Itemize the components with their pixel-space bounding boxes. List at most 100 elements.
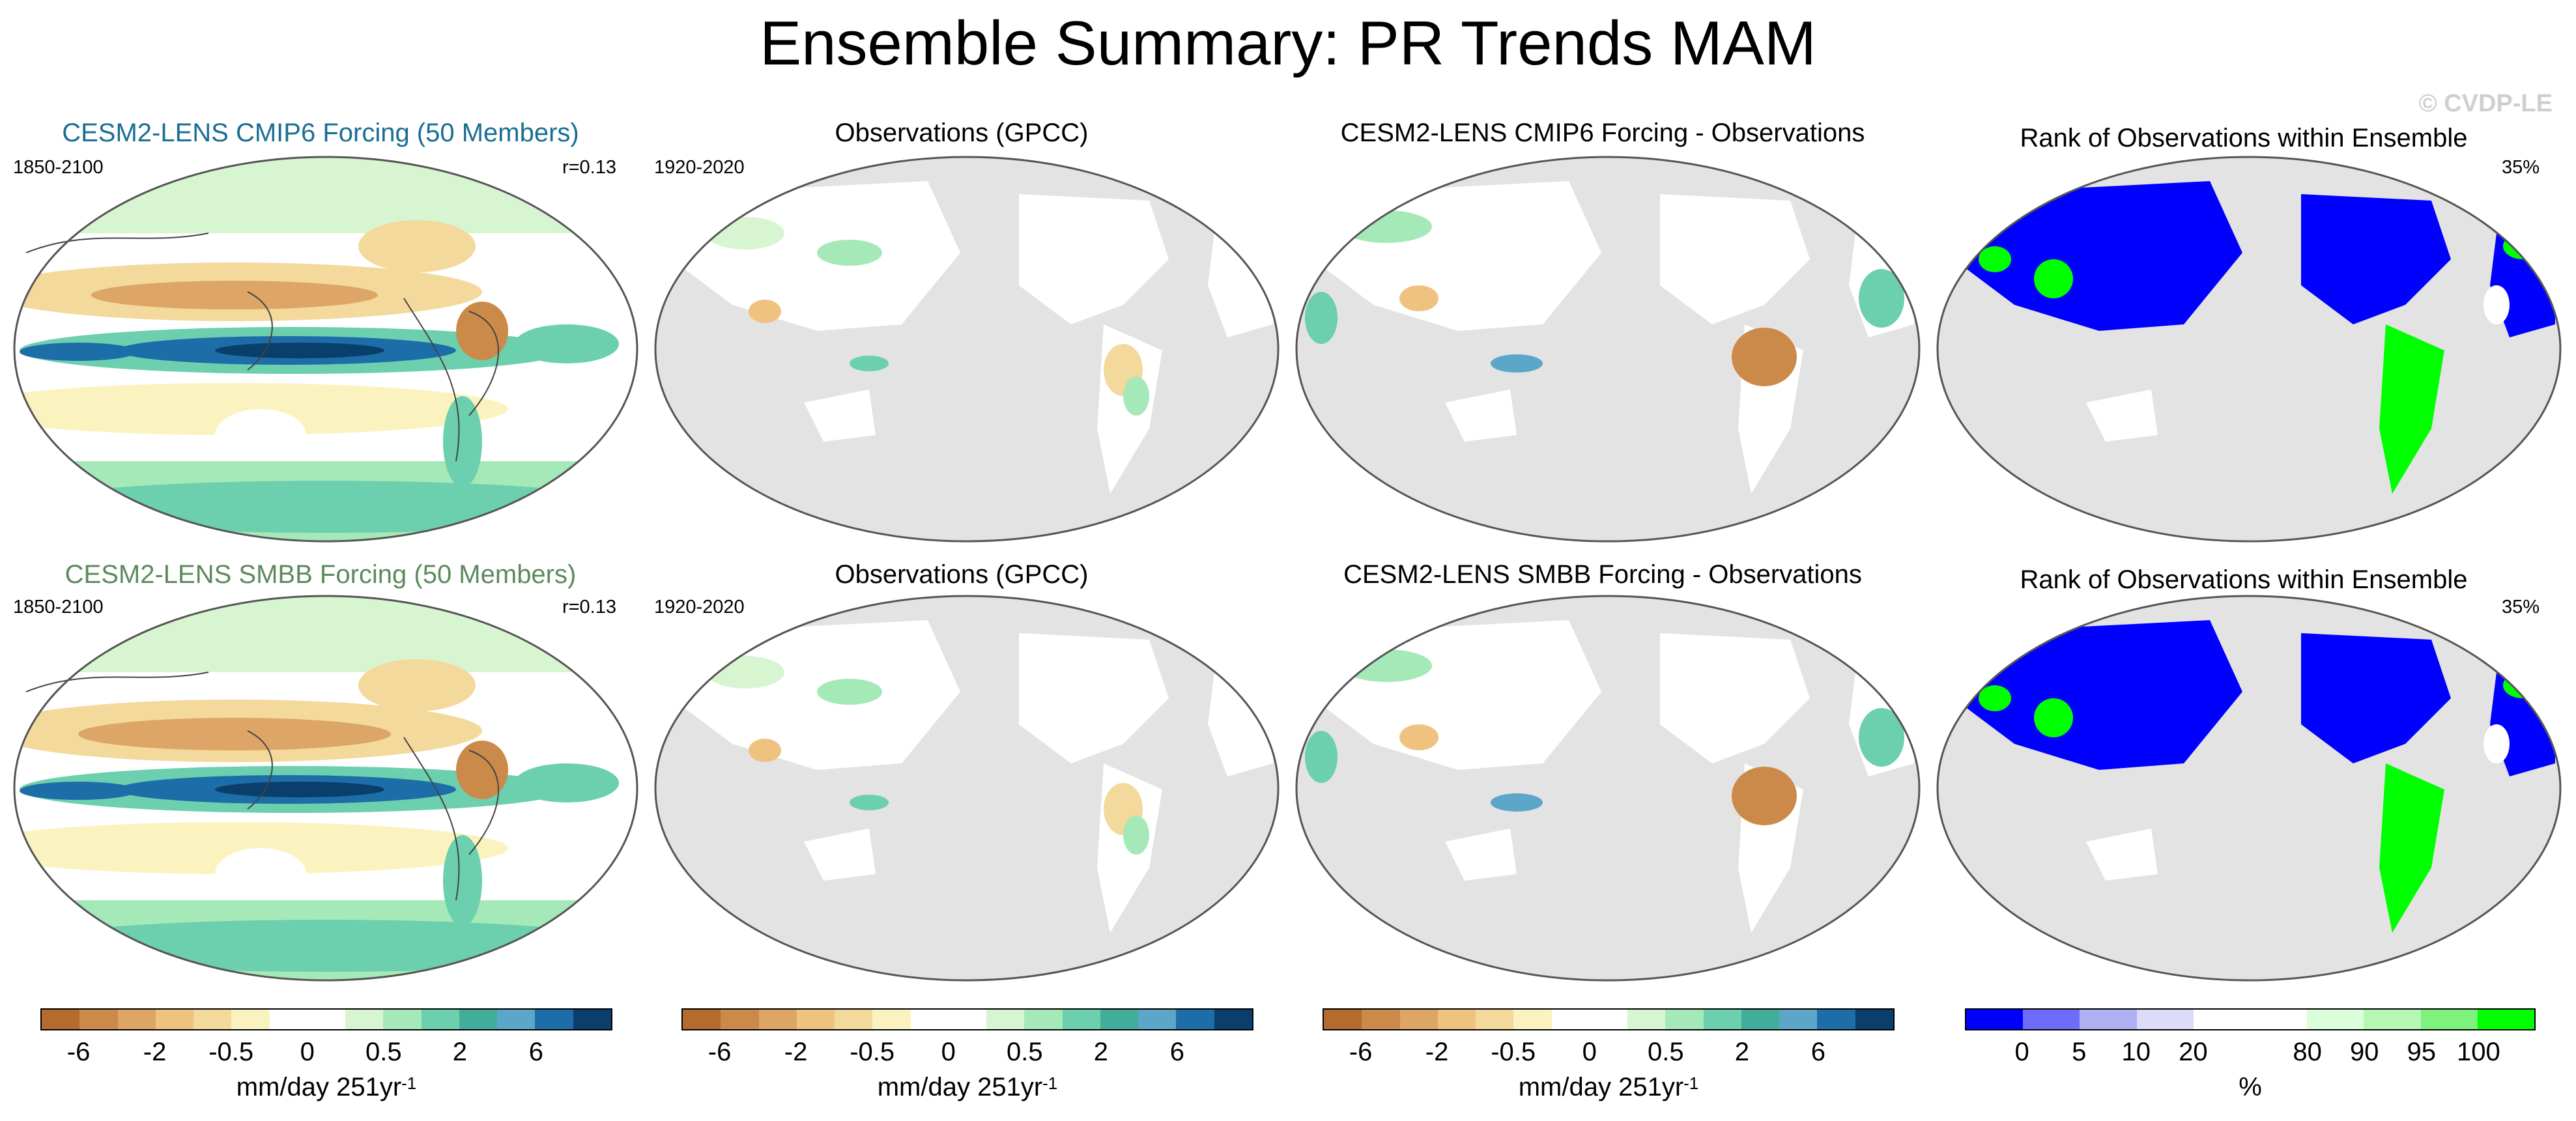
colorbar-swatch bbox=[2307, 1010, 2364, 1029]
colorbar-tick-label: -2 bbox=[784, 1038, 808, 1066]
panel-years: 1920-2020 bbox=[654, 157, 745, 178]
colorbar-tick-label: 0.5 bbox=[1006, 1038, 1043, 1066]
panel-rank-percent: 35% bbox=[2501, 597, 2540, 617]
colorbar-tick-label: 0 bbox=[941, 1038, 956, 1066]
colorbar-swatch bbox=[758, 1010, 797, 1029]
colorbar-swatch bbox=[155, 1010, 194, 1029]
panel-years: 1920-2020 bbox=[654, 597, 745, 617]
colorbar-tick-label: 100 bbox=[2457, 1038, 2500, 1066]
colorbar-swatch bbox=[1214, 1010, 1252, 1029]
colorbar-swatch bbox=[1817, 1010, 1855, 1029]
colorbar-tick-label: 0 bbox=[300, 1038, 315, 1066]
watermark: © CVDP-LE bbox=[2418, 90, 2553, 117]
colorbar-swatch bbox=[193, 1010, 232, 1029]
colorbar-swatch bbox=[1627, 1010, 1666, 1029]
map-rank-panel bbox=[1936, 156, 2562, 543]
colorbar-swatch bbox=[497, 1010, 536, 1029]
panel-title-obs: Observations (GPCC) bbox=[835, 119, 1089, 147]
colorbar-swatch bbox=[872, 1010, 911, 1029]
colorbar-swatch bbox=[307, 1010, 346, 1029]
colorbar-tick-label: 0.5 bbox=[1647, 1038, 1684, 1066]
colorbar-swatch bbox=[2420, 1010, 2478, 1029]
colorbar-unit-label: % bbox=[2239, 1073, 2262, 1101]
colorbar-swatch bbox=[1062, 1010, 1100, 1029]
figure-title: Ensemble Summary: PR Trends MAM bbox=[760, 8, 1816, 78]
colorbar-swatch bbox=[2477, 1010, 2535, 1029]
map-obs-panel bbox=[654, 156, 1280, 543]
map-model-panel bbox=[13, 595, 638, 982]
colorbar-swatch bbox=[79, 1010, 118, 1029]
colorbar-tick-label: 2 bbox=[1093, 1038, 1108, 1066]
colorbar-swatch bbox=[1324, 1010, 1362, 1029]
panel-years: 1850-2100 bbox=[13, 157, 104, 178]
colorbar-swatch bbox=[345, 1010, 384, 1029]
colorbar-tick-label: -0.5 bbox=[1491, 1038, 1536, 1066]
colorbar-swatch bbox=[2080, 1010, 2137, 1029]
colorbar-swatch bbox=[1399, 1010, 1438, 1029]
colorbar-tick-label: -6 bbox=[66, 1038, 91, 1066]
colorbar-swatches bbox=[40, 1008, 612, 1030]
colorbar-swatch bbox=[1966, 1010, 2024, 1029]
colorbar-tick-label: -0.5 bbox=[208, 1038, 254, 1066]
colorbar-tick-label: 95 bbox=[2407, 1038, 2437, 1066]
panel-title-obs: Observations (GPCC) bbox=[835, 560, 1089, 589]
colorbar-swatch bbox=[835, 1010, 873, 1029]
colorbar-swatch bbox=[683, 1010, 721, 1029]
colorbar-swatch bbox=[1703, 1010, 1741, 1029]
colorbar-swatch bbox=[1138, 1010, 1177, 1029]
colorbar-swatches bbox=[1965, 1008, 2536, 1030]
colorbar-swatch bbox=[459, 1010, 498, 1029]
colorbar-tick-label: 20 bbox=[2179, 1038, 2208, 1066]
colorbar-swatch bbox=[796, 1010, 835, 1029]
colorbar-unit-label: mm/day 251yr-1 bbox=[236, 1073, 417, 1101]
colorbar-tick-label: 5 bbox=[2072, 1038, 2087, 1066]
panel-correlation: r=0.13 bbox=[562, 157, 616, 178]
colorbar-tick-label: -2 bbox=[143, 1038, 167, 1066]
colorbar-swatch bbox=[2250, 1010, 2308, 1029]
panel-title-rank: Rank of Observations within Ensemble bbox=[2020, 565, 2468, 594]
colorbar-trend: -6 -2 -0.5 0 0.5 2 6 mm/day 251yr-1 bbox=[1323, 1008, 1895, 1113]
panel-years: 1850-2100 bbox=[13, 597, 104, 617]
colorbar-tick-label: -6 bbox=[1349, 1038, 1373, 1066]
colorbar-swatch bbox=[1855, 1010, 1893, 1029]
colorbar-tick-label: 90 bbox=[2349, 1038, 2379, 1066]
colorbar-swatch bbox=[1100, 1010, 1139, 1029]
map-diff-panel bbox=[1295, 156, 1921, 543]
panel-title-model: CESM2-LENS SMBB Forcing (50 Members) bbox=[64, 560, 577, 589]
colorbar-swatch bbox=[42, 1010, 80, 1029]
colorbar-swatch bbox=[2136, 1010, 2194, 1029]
colorbar-swatch bbox=[421, 1010, 459, 1029]
colorbar-swatch bbox=[1362, 1010, 1400, 1029]
colorbar-tick-label: 0.5 bbox=[365, 1038, 402, 1066]
colorbar-swatch bbox=[1551, 1010, 1590, 1029]
colorbar-unit-label: mm/day 251yr-1 bbox=[1518, 1073, 1699, 1101]
colorbar-swatch bbox=[1024, 1010, 1063, 1029]
colorbar-swatch bbox=[1437, 1010, 1476, 1029]
colorbar-swatch bbox=[2023, 1010, 2080, 1029]
colorbar-swatch bbox=[948, 1010, 987, 1029]
map-diff-panel bbox=[1295, 595, 1921, 982]
panel-title-rank: Rank of Observations within Ensemble bbox=[2020, 124, 2468, 152]
colorbar-tick-label: 6 bbox=[1810, 1038, 1826, 1066]
colorbar-swatch bbox=[117, 1010, 156, 1029]
colorbar-swatch bbox=[535, 1010, 573, 1029]
colorbar-swatch bbox=[1476, 1010, 1514, 1029]
colorbar-swatches bbox=[681, 1008, 1253, 1030]
colorbar-swatch bbox=[910, 1010, 949, 1029]
panel-title-diff: CESM2-LENS SMBB Forcing - Observations bbox=[1343, 560, 1862, 589]
colorbar-tick-label: 2 bbox=[1734, 1038, 1749, 1066]
colorbar-swatch bbox=[1665, 1010, 1704, 1029]
colorbar-swatch bbox=[1779, 1010, 1818, 1029]
colorbar-swatch bbox=[2193, 1010, 2251, 1029]
colorbar-swatches bbox=[1323, 1008, 1895, 1030]
colorbar-rank: 0 5 10 20 80 90 95 100% bbox=[1965, 1008, 2536, 1113]
colorbar-tick-label: 0 bbox=[1582, 1038, 1597, 1066]
colorbar-swatch bbox=[383, 1010, 422, 1029]
colorbar-tick-label: 6 bbox=[528, 1038, 544, 1066]
colorbar-tick-label: 80 bbox=[2293, 1038, 2322, 1066]
colorbar-tick-label: 2 bbox=[452, 1038, 467, 1066]
panel-title-diff: CESM2-LENS CMIP6 Forcing - Observations bbox=[1340, 119, 1865, 147]
colorbar-swatch bbox=[986, 1010, 1025, 1029]
colorbar-swatch bbox=[269, 1010, 308, 1029]
colorbar-swatch bbox=[1741, 1010, 1780, 1029]
